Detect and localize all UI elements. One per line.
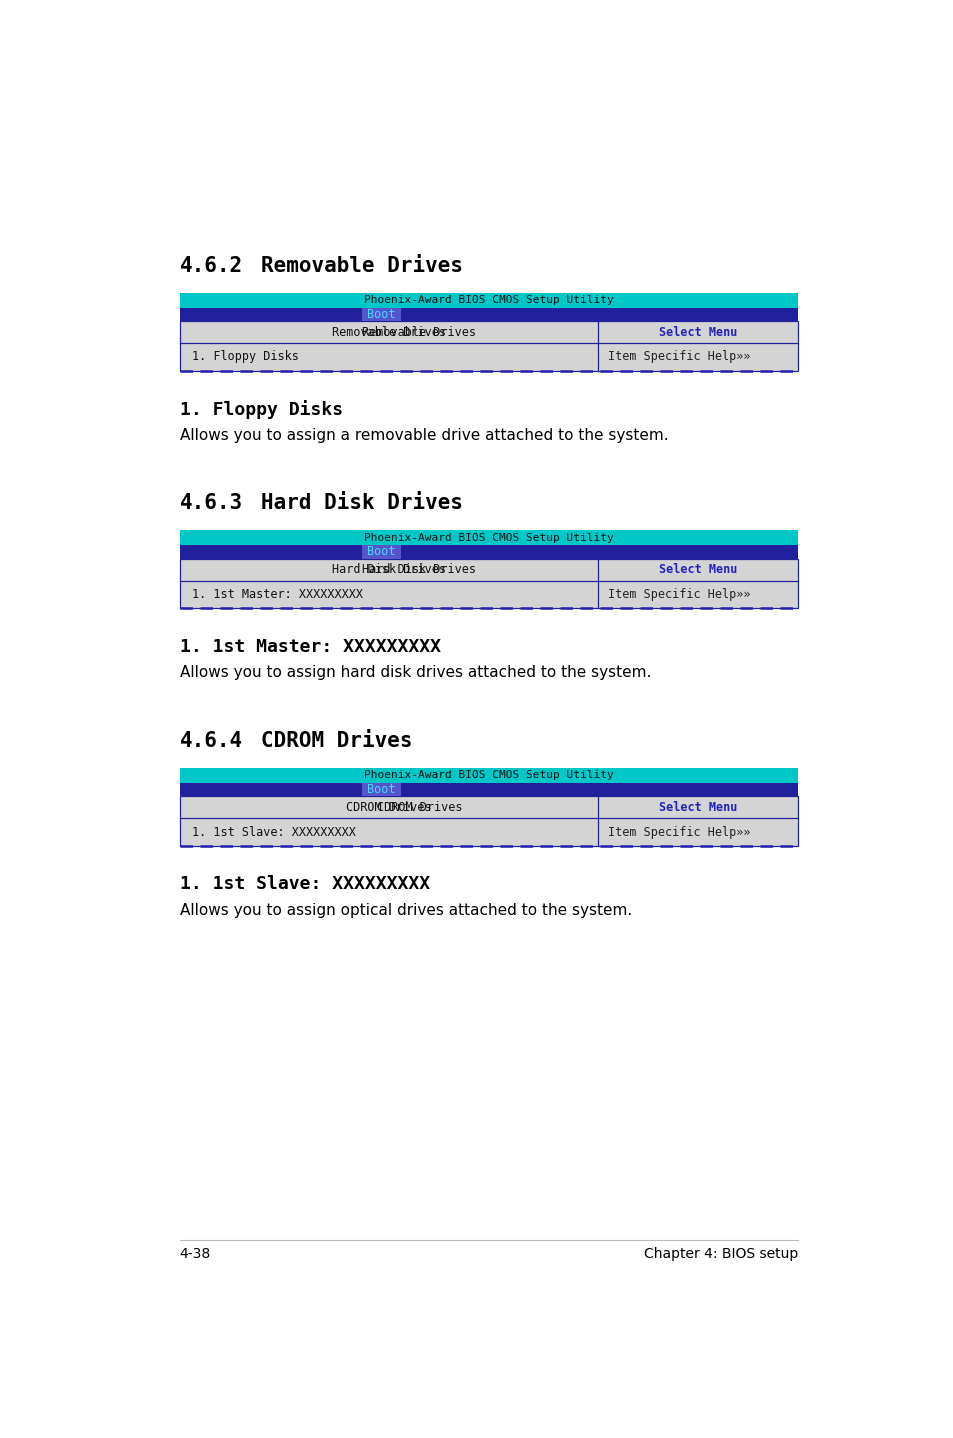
- Text: 4.6.4: 4.6.4: [179, 731, 243, 751]
- Text: Allows you to assign a removable drive attached to the system.: Allows you to assign a removable drive a…: [179, 429, 668, 443]
- FancyBboxPatch shape: [362, 308, 400, 321]
- Text: 1. 1st Slave: XXXXXXXXX: 1. 1st Slave: XXXXXXXXX: [192, 825, 355, 838]
- Text: Allows you to assign hard disk drives attached to the system.: Allows you to assign hard disk drives at…: [179, 666, 650, 680]
- FancyBboxPatch shape: [362, 782, 400, 797]
- Text: CDROM Drives: CDROM Drives: [346, 801, 432, 814]
- Text: Hard Disk Drives: Hard Disk Drives: [261, 493, 462, 513]
- FancyBboxPatch shape: [179, 768, 798, 782]
- FancyBboxPatch shape: [179, 797, 798, 846]
- Text: Removable Drives: Removable Drives: [261, 256, 462, 276]
- Text: Boot: Boot: [367, 308, 395, 321]
- Text: Allows you to assign optical drives attached to the system.: Allows you to assign optical drives atta…: [179, 903, 631, 917]
- FancyBboxPatch shape: [179, 782, 798, 797]
- Text: 4.6.2: 4.6.2: [179, 256, 243, 276]
- Text: 4-38: 4-38: [179, 1248, 211, 1261]
- Text: 1. 1st Master: XXXXXXXXX: 1. 1st Master: XXXXXXXXX: [179, 637, 440, 656]
- Text: Item Specific Help»»: Item Specific Help»»: [608, 825, 750, 838]
- Text: Select Menu: Select Menu: [659, 564, 737, 577]
- Text: Removable Drives: Removable Drives: [362, 325, 476, 338]
- Text: Phoenix-Award BIOS CMOS Setup Utility: Phoenix-Award BIOS CMOS Setup Utility: [364, 532, 613, 542]
- FancyBboxPatch shape: [179, 321, 798, 371]
- FancyBboxPatch shape: [179, 293, 798, 308]
- Text: 1. Floppy Disks: 1. Floppy Disks: [179, 400, 342, 418]
- Text: Select Menu: Select Menu: [659, 801, 737, 814]
- Text: CDROM Drives: CDROM Drives: [376, 801, 461, 814]
- FancyBboxPatch shape: [179, 531, 798, 545]
- Text: Item Specific Help»»: Item Specific Help»»: [608, 588, 750, 601]
- Text: Phoenix-Award BIOS CMOS Setup Utility: Phoenix-Award BIOS CMOS Setup Utility: [364, 771, 613, 781]
- Text: Removable Drives: Removable Drives: [332, 325, 446, 338]
- FancyBboxPatch shape: [179, 559, 798, 608]
- FancyBboxPatch shape: [179, 308, 798, 321]
- Text: 1. 1st Master: XXXXXXXXX: 1. 1st Master: XXXXXXXXX: [192, 588, 363, 601]
- Text: Hard Disk Drives: Hard Disk Drives: [332, 564, 446, 577]
- Text: Select Menu: Select Menu: [659, 325, 737, 338]
- Text: 4.6.3: 4.6.3: [179, 493, 243, 513]
- FancyBboxPatch shape: [362, 545, 400, 559]
- Text: 1. Floppy Disks: 1. Floppy Disks: [192, 351, 298, 364]
- Text: Boot: Boot: [367, 545, 395, 558]
- Text: Boot: Boot: [367, 784, 395, 797]
- Text: Chapter 4: BIOS setup: Chapter 4: BIOS setup: [643, 1248, 798, 1261]
- Text: 1. 1st Slave: XXXXXXXXX: 1. 1st Slave: XXXXXXXXX: [179, 876, 430, 893]
- Text: Phoenix-Award BIOS CMOS Setup Utility: Phoenix-Award BIOS CMOS Setup Utility: [364, 295, 613, 305]
- Text: Hard Disk Drives: Hard Disk Drives: [362, 564, 476, 577]
- FancyBboxPatch shape: [179, 545, 798, 559]
- Text: CDROM Drives: CDROM Drives: [261, 731, 412, 751]
- Text: Item Specific Help»»: Item Specific Help»»: [608, 351, 750, 364]
